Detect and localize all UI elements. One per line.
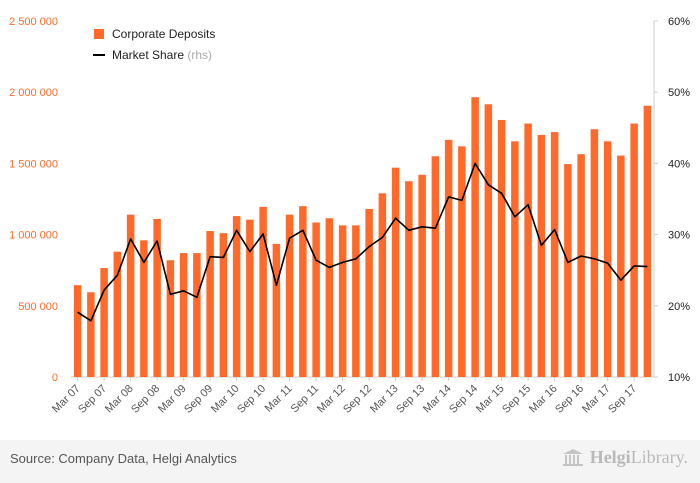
- bar-corporate-deposits: [564, 164, 572, 377]
- y-right-tick-label: 50%: [668, 87, 690, 99]
- y-right-tick-label: 40%: [668, 158, 690, 170]
- bar-corporate-deposits: [232, 216, 241, 377]
- bar-corporate-deposits: [87, 292, 95, 377]
- x-tick-label: Sep 14: [447, 383, 480, 416]
- bar-corporate-deposits: [550, 132, 559, 377]
- x-tick-label: Sep 07: [76, 383, 109, 416]
- bar-corporate-deposits: [577, 154, 585, 377]
- bar-corporate-deposits: [179, 253, 188, 377]
- bar-corporate-deposits: [418, 174, 426, 377]
- x-tick-label: Mar 07: [50, 383, 83, 416]
- bar-corporate-deposits: [471, 97, 479, 378]
- x-tick-label: Sep 10: [235, 383, 268, 416]
- y-left-tick-label: 2 000 000: [9, 87, 58, 99]
- line-market-share: [77, 162, 648, 322]
- bar-corporate-deposits: [444, 139, 453, 377]
- x-tick-label: Mar 09: [156, 383, 189, 416]
- bar-corporate-deposits: [100, 268, 108, 377]
- y-left-tick-label: 1 500 000: [9, 158, 58, 170]
- y-right-tick-label: 30%: [668, 230, 690, 242]
- x-tick-label: Mar 13: [368, 383, 401, 416]
- bar-corporate-deposits: [378, 193, 387, 377]
- bar-corporate-deposits: [484, 104, 493, 377]
- x-tick-label: Sep 12: [341, 383, 374, 416]
- library-building-icon: [562, 448, 583, 466]
- x-tick-label: Mar 16: [527, 383, 560, 416]
- y-right-tick-label: 10%: [668, 372, 690, 384]
- y-left-tick-label: 0: [52, 372, 58, 384]
- x-tick-label: Mar 11: [263, 383, 295, 415]
- y-left-tick-label: 2 500 000: [9, 16, 58, 28]
- bar-corporate-deposits: [299, 206, 307, 377]
- y-left-tick-label: 500 000: [18, 301, 58, 313]
- bar-corporate-deposits: [431, 156, 440, 377]
- y-left-tick-label: 1 000 000: [9, 230, 58, 242]
- legend-label-corporate-deposits: Corporate Deposits: [112, 27, 215, 41]
- bar-corporate-deposits: [166, 260, 175, 377]
- x-tick-label: Mar 17: [580, 383, 613, 416]
- x-tick-label: Sep 17: [606, 383, 639, 416]
- x-tick-label: Mar 08: [103, 383, 136, 416]
- y-right-tick-label: 60%: [668, 16, 690, 28]
- helgi-library-logo[interactable]: HelgiLibrary.: [562, 447, 688, 468]
- y-right-tick-label: 20%: [668, 301, 690, 313]
- x-tick-label: Mar 12: [315, 383, 348, 416]
- legend-swatch-corporate-deposits: [94, 29, 104, 39]
- bar-corporate-deposits: [352, 225, 360, 377]
- source-note: Source: Company Data, Helgi Analytics: [10, 451, 237, 466]
- logo-text-rest: Library.: [630, 447, 688, 467]
- bar-corporate-deposits: [246, 219, 254, 377]
- bar-corporate-deposits: [126, 214, 135, 377]
- bar-corporate-deposits: [272, 243, 281, 377]
- bar-corporate-deposits: [590, 129, 599, 377]
- bar-corporate-deposits: [193, 253, 201, 377]
- x-tick-label: Sep 08: [129, 383, 162, 416]
- bar-corporate-deposits: [405, 181, 413, 377]
- footer-bar: [0, 440, 700, 483]
- bar-corporate-deposits: [391, 167, 400, 377]
- bar-corporate-deposits: [458, 146, 466, 377]
- bar-corporate-deposits: [365, 208, 373, 377]
- bar-corporate-deposits: [259, 206, 267, 377]
- bar-corporate-deposits: [285, 214, 294, 377]
- bar-corporate-deposits: [603, 141, 612, 377]
- x-tick-label: Sep 11: [289, 383, 322, 416]
- x-tick-label: Sep 16: [553, 383, 586, 416]
- bar-corporate-deposits: [511, 141, 519, 377]
- legend-label-market-share: Market Share (rhs): [112, 48, 212, 62]
- bar-corporate-deposits: [497, 119, 506, 377]
- x-tick-label: Sep 15: [500, 383, 533, 416]
- x-tick-label: Sep 09: [182, 383, 215, 416]
- bar-corporate-deposits: [219, 233, 228, 377]
- bar-corporate-deposits: [312, 222, 320, 377]
- x-tick-label: Sep 13: [394, 383, 427, 416]
- bar-corporate-deposits: [140, 240, 148, 377]
- bar-corporate-deposits: [338, 225, 347, 377]
- bar-corporate-deposits: [113, 251, 122, 377]
- bar-corporate-deposits: [643, 105, 652, 377]
- x-tick-label: Mar 10: [209, 383, 242, 416]
- bar-corporate-deposits: [524, 123, 532, 377]
- legend-rhs-suffix: (rhs): [187, 48, 212, 62]
- logo-text-bold: Helgi: [589, 447, 631, 467]
- bar-corporate-deposits: [73, 285, 82, 377]
- bar-corporate-deposits: [325, 218, 334, 377]
- bar-corporate-deposits: [537, 134, 546, 377]
- bar-corporate-deposits: [206, 231, 214, 377]
- bar-corporate-deposits: [153, 218, 161, 377]
- bar-corporate-deposits: [617, 155, 625, 377]
- x-tick-label: Mar 14: [421, 383, 454, 416]
- bar-corporate-deposits: [630, 123, 638, 377]
- chart: 0 500 000 1 000 000 1 500 000 2 000 000 2 500…: [9, 16, 690, 416]
- x-tick-label: Mar 15: [474, 383, 507, 416]
